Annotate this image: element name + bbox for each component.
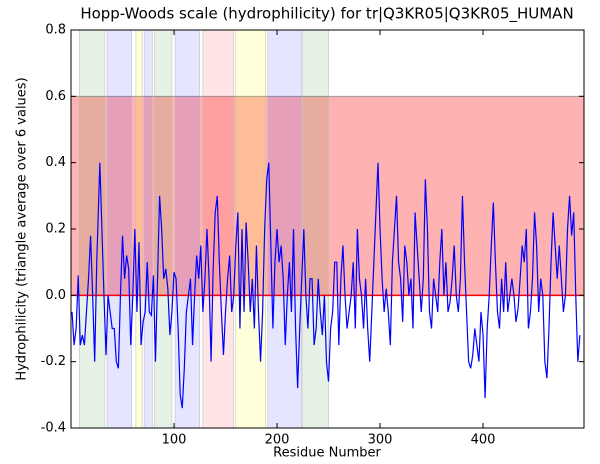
data-line <box>71 162 581 409</box>
x-tick-label: 400 <box>471 433 496 448</box>
region <box>135 29 143 429</box>
region <box>302 29 329 429</box>
region <box>154 29 173 429</box>
y-tick-label: 0.8 <box>45 23 66 38</box>
x-axis-label: Residue Number <box>273 446 381 461</box>
region <box>174 29 201 429</box>
y-tick-label: 0.4 <box>45 155 66 170</box>
chart-title: Hopp-Woods scale (hydrophilicity) for tr… <box>80 5 573 24</box>
x-tick-label: 300 <box>368 433 393 448</box>
y-axis-label: Hydrophilicity (triangle average over 6 … <box>15 77 30 380</box>
y-tick-label: -0.4 <box>41 421 66 436</box>
region <box>143 29 153 429</box>
y-tick-label: 0.2 <box>45 222 66 237</box>
y-tick-label: 0.6 <box>45 89 66 104</box>
y-tick-label: 0.0 <box>45 288 66 303</box>
x-tick-label: 200 <box>265 433 290 448</box>
region <box>235 29 266 429</box>
x-tick-label: 100 <box>162 433 187 448</box>
region <box>106 29 133 429</box>
y-tick-label: -0.2 <box>41 354 66 369</box>
threshold-band <box>71 96 584 296</box>
region <box>78 29 106 429</box>
